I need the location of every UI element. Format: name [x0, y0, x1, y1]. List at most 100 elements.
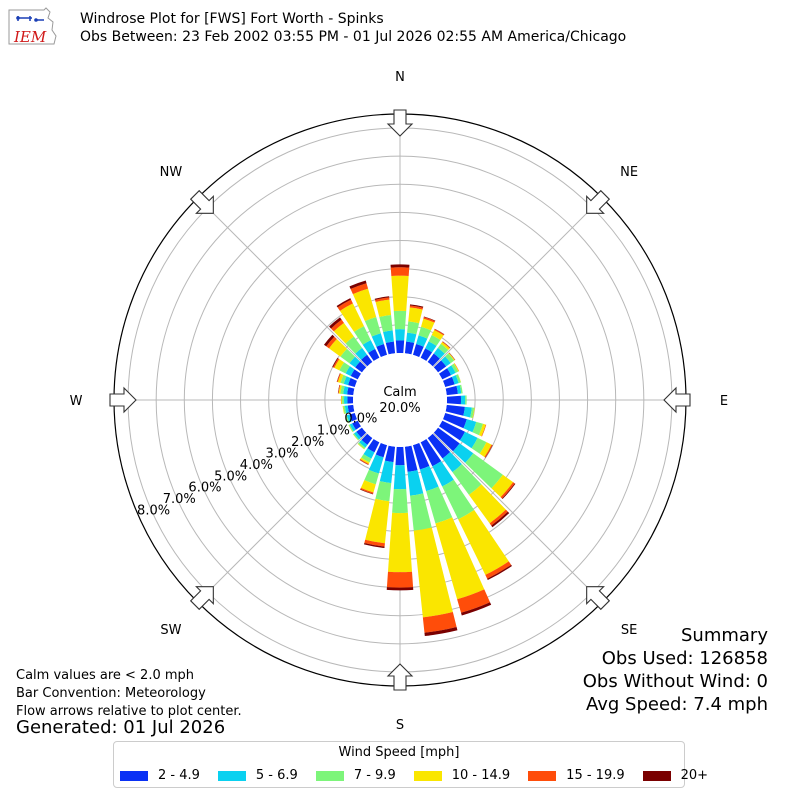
- legend-label: 7 - 9.9: [353, 768, 396, 783]
- windrose-bar-segment: [453, 443, 474, 463]
- windrose-bar-segment: [423, 316, 436, 322]
- radial-tick-label: 2.0%: [291, 435, 324, 450]
- windrose-bar-segment: [453, 363, 459, 372]
- windrose-bar-segment: [409, 304, 424, 308]
- windrose-bar-segment: [410, 493, 432, 531]
- windrose-bar-segment: [384, 445, 396, 463]
- windrose-bar-segment: [349, 412, 358, 422]
- windrose-bar-segment: [423, 316, 436, 323]
- windrose-bar-segment: [404, 341, 415, 355]
- windrose-bar-segment: [420, 438, 442, 467]
- legend-item: 10 - 14.9: [413, 768, 511, 783]
- arrows-note: Flow arrows relative to plot center.: [16, 704, 242, 719]
- legend-swatch: [642, 770, 671, 781]
- windrose-bar-segment: [484, 444, 493, 458]
- chart-title: Windrose Plot for [FWS] Fort Worth - Spi…: [80, 10, 626, 46]
- windrose-bar-segment: [441, 356, 451, 367]
- windrose-bar-segment: [357, 443, 365, 450]
- summary-obs-without-wind: Obs Without Wind: 0: [582, 671, 768, 692]
- windrose-bar-segment: [442, 452, 462, 473]
- windrose-bar-segment: [465, 395, 467, 405]
- legend-title: Wind Speed [mph]: [338, 745, 460, 760]
- windrose-bar-segment: [333, 322, 354, 344]
- legend-items: 2 - 4.9 5 - 6.9 7 - 9.9 10 - 14.9 15 - 1…: [120, 768, 708, 783]
- windrose-bar-segment: [349, 423, 356, 432]
- windrose-bar-segment: [334, 359, 345, 371]
- legend-label: 2 - 4.9: [158, 768, 200, 783]
- windrose-bar-segment: [360, 457, 370, 464]
- plot-notes: Calm values are < 2.0 mph Bar Convention…: [16, 667, 242, 721]
- windrose-bar-segment: [387, 512, 413, 573]
- summary-box: Summary Obs Used: 126858 Obs Without Win…: [583, 624, 768, 716]
- windrose-bar-segment: [459, 384, 463, 394]
- windrose-bar-segment: [367, 438, 380, 453]
- windrose-bar-segment: [365, 498, 390, 544]
- windrose-bar-segment: [364, 469, 379, 485]
- windrose-bar-segment: [427, 433, 451, 459]
- windrose-bar-segment: [344, 405, 349, 414]
- windrose-bar-segment: [341, 395, 343, 405]
- direction-label: E: [720, 394, 728, 409]
- windrose-bar-segment: [445, 404, 465, 416]
- windrose-bar-segment: [329, 317, 342, 329]
- windrose-bar-segment: [390, 264, 410, 268]
- windrose-bar-segment: [416, 335, 428, 347]
- windrose-bar-segment: [465, 453, 503, 489]
- windrose-bar-segment: [345, 415, 349, 424]
- legend-label: 10 - 14.9: [451, 768, 511, 783]
- windrose-bar-segment: [433, 347, 445, 359]
- windrose-bar-segment: [433, 427, 460, 452]
- windrose-bar-segment: [440, 341, 450, 351]
- windrose-bar-segment: [337, 384, 340, 394]
- legend-swatch: [315, 770, 344, 781]
- grid-spoke: [432, 197, 603, 368]
- windrose-bar-segment: [332, 357, 339, 368]
- windrose-bar-segment: [361, 354, 373, 367]
- windrose-bar-segment: [455, 374, 461, 384]
- windrose-bar-segment: [433, 360, 447, 373]
- windrose-bar-segment: [374, 296, 390, 300]
- windrose-bar-segment: [345, 366, 355, 376]
- windrose-bar-segment: [448, 352, 456, 361]
- windrose-bar-segment: [338, 384, 341, 394]
- windrose-bar-segment: [359, 439, 368, 448]
- calm-value: 20.0%: [379, 401, 420, 416]
- windrose-bar-segment: [442, 376, 455, 388]
- windrose-bar-segment: [435, 517, 485, 600]
- windrose-bar-segment: [359, 459, 369, 465]
- radial-tick-label: 4.0%: [240, 458, 273, 473]
- direction-label: SW: [160, 623, 181, 638]
- windrose-bar-segment: [478, 423, 486, 437]
- windrose-bar-segment: [445, 353, 455, 364]
- windrose-bar-segment: [407, 470, 424, 496]
- windrose-bar-segment: [425, 341, 437, 353]
- windrose-bar-segment: [412, 344, 424, 358]
- windrose-bar-segment: [461, 602, 492, 616]
- windrose-bar-segment: [328, 339, 347, 357]
- windrose-bar-segment: [428, 335, 441, 346]
- windrose-bar-segment: [442, 341, 451, 349]
- windrose-bar-segment: [434, 328, 445, 336]
- windrose-bar-segment: [357, 442, 366, 449]
- windrose-bar-segment: [371, 333, 384, 347]
- windrose-bar-segment: [393, 465, 407, 490]
- windrose-bar-segment: [442, 412, 467, 429]
- windrose-bar-segment: [360, 480, 376, 493]
- windrose-bar-segment: [346, 414, 352, 423]
- windrose-bar-segment: [457, 589, 491, 613]
- windrose-bar-segment: [479, 442, 492, 457]
- windrose-bar-segment: [363, 448, 375, 459]
- flow-arrow-icon: [189, 586, 214, 611]
- windrose-bar-segment: [421, 318, 435, 331]
- title-line-1: Windrose Plot for [FWS] Fort Worth - Spi…: [80, 11, 384, 27]
- direction-label: NW: [160, 165, 183, 180]
- grid-spoke: [432, 432, 603, 603]
- windrose-bar-segment: [340, 385, 345, 395]
- windrose-bar-segment: [339, 362, 350, 374]
- title-line-2: Obs Between: 23 Feb 2002 03:55 PM - 01 J…: [80, 29, 627, 45]
- windrose-bar-segment: [390, 267, 410, 276]
- windrose-bar-segment: [354, 326, 371, 345]
- windrose-bar-segment: [375, 442, 388, 458]
- windrose-bar-segment: [470, 407, 475, 419]
- windrose-bar-segment: [356, 427, 367, 438]
